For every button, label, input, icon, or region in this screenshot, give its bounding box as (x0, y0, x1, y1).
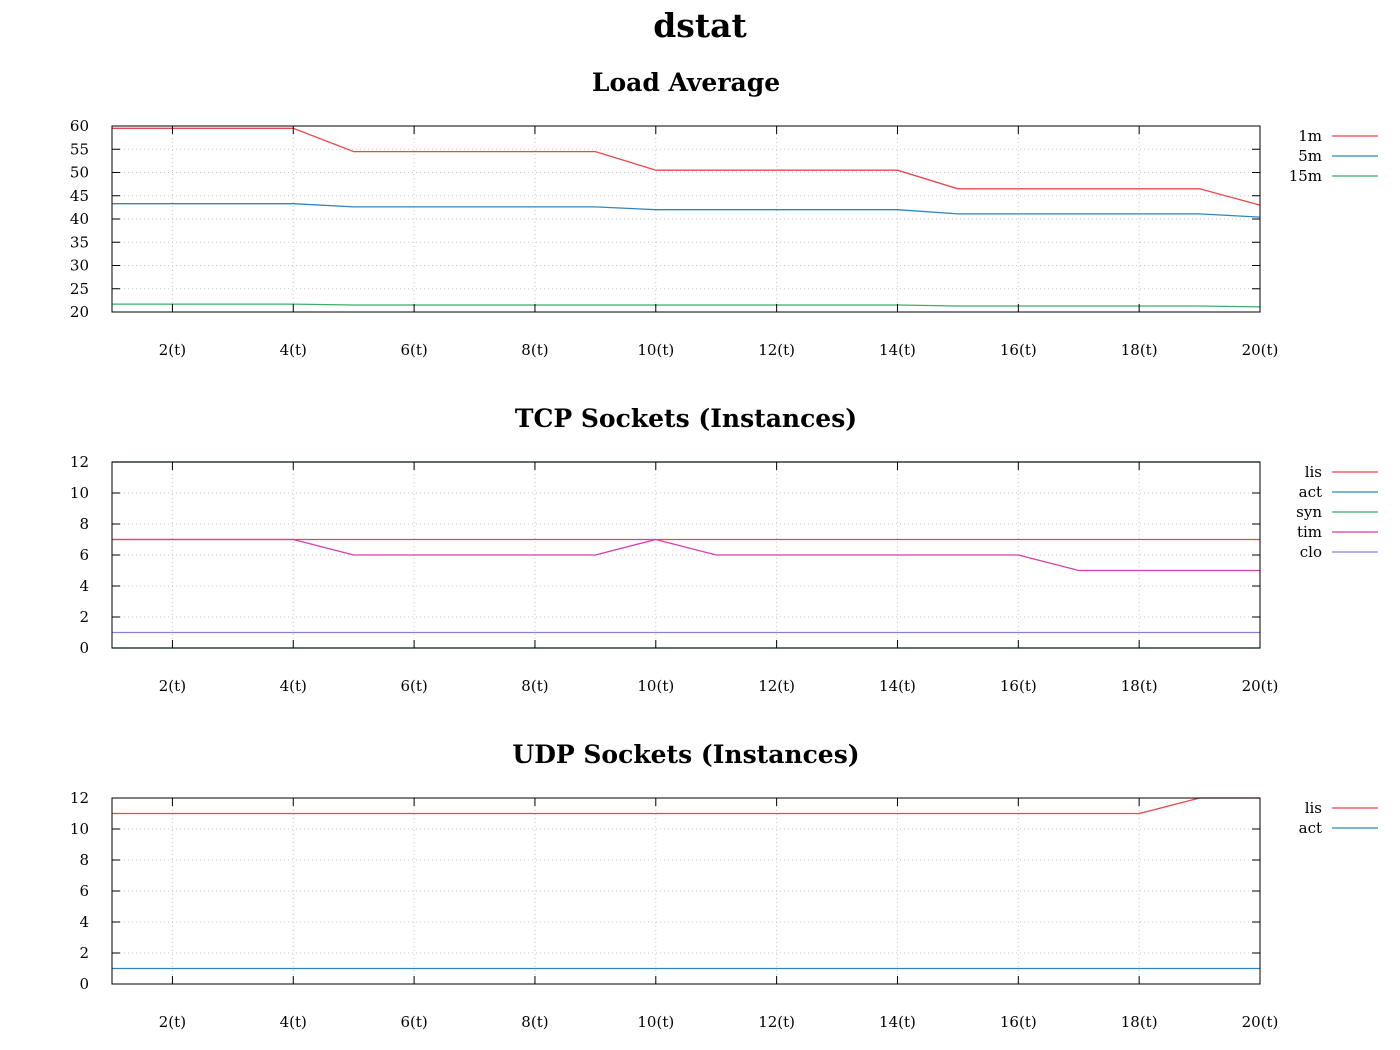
y-tick-label: 2 (79, 944, 89, 962)
legend-label-5m: 5m (1298, 147, 1322, 165)
y-tick-label: 8 (79, 851, 89, 869)
y-tick-label: 55 (70, 140, 89, 158)
y-tick-label: 10 (70, 820, 89, 838)
legend-label-tim: tim (1297, 523, 1322, 541)
series-line-tim (112, 538, 1260, 572)
x-tick-label: 2(t) (159, 677, 186, 695)
y-tick-label: 12 (70, 453, 89, 471)
y-tick-label: 25 (70, 280, 89, 298)
legend-label-act: act (1299, 819, 1322, 837)
x-tick-label: 20(t) (1242, 677, 1279, 695)
legend-label-lis: lis (1305, 463, 1322, 481)
y-tick-label: 12 (70, 789, 89, 807)
y-tick-label: 6 (79, 882, 89, 900)
legend-label-syn: syn (1296, 503, 1322, 521)
x-tick-label: 2(t) (159, 341, 186, 359)
x-tick-label: 10(t) (637, 677, 674, 695)
x-tick-label: 6(t) (400, 677, 427, 695)
x-tick-label: 4(t) (280, 341, 307, 359)
y-tick-label: 2 (79, 608, 89, 626)
x-tick-label: 18(t) (1121, 677, 1158, 695)
legend-label-1m: 1m (1298, 127, 1322, 145)
y-tick-label: 4 (79, 913, 89, 931)
y-tick-label: 20 (70, 303, 89, 321)
series-line-5m (112, 203, 1261, 218)
y-tick-label: 10 (70, 484, 89, 502)
x-tick-label: 10(t) (637, 1013, 674, 1031)
x-tick-label: 16(t) (1000, 341, 1037, 359)
x-tick-label: 18(t) (1121, 1013, 1158, 1031)
y-tick-label: 60 (70, 117, 89, 135)
legend-label-clo: clo (1300, 543, 1322, 561)
x-tick-label: 18(t) (1121, 341, 1158, 359)
chart-panel-3: UDP Sockets (Instances) 0 2 4 6 8 10 12 2(t) 4(t)… (70, 740, 1378, 1031)
chart-panel-2: TCP Sockets (Instances) 0 2 4 6 8 10 12 2(t) 4(t)… (70, 404, 1378, 695)
x-tick-label: 12(t) (758, 1013, 795, 1031)
series-line-lis (112, 797, 1260, 815)
x-tick-label: 2(t) (159, 1013, 186, 1031)
x-tick-label: 14(t) (879, 1013, 916, 1031)
y-tick-label: 45 (70, 187, 89, 205)
series-line-15m (112, 303, 1261, 308)
x-tick-label: 16(t) (1000, 677, 1037, 695)
x-tick-label: 20(t) (1242, 341, 1279, 359)
x-tick-label: 8(t) (521, 677, 548, 695)
y-tick-label: 6 (79, 546, 89, 564)
chart-title: UDP Sockets (Instances) (512, 740, 859, 769)
x-tick-label: 16(t) (1000, 1013, 1037, 1031)
legend-label-act: act (1299, 483, 1322, 501)
x-tick-label: 20(t) (1242, 1013, 1279, 1031)
x-tick-label: 6(t) (400, 1013, 427, 1031)
x-tick-label: 4(t) (280, 677, 307, 695)
y-tick-label: 30 (70, 257, 89, 275)
y-tick-label: 40 (70, 210, 89, 228)
series-line-1m (112, 127, 1261, 206)
y-tick-label: 4 (79, 577, 89, 595)
y-tick-label: 35 (70, 233, 89, 251)
y-tick-label: 8 (79, 515, 89, 533)
legend-label-lis: lis (1305, 799, 1322, 817)
x-tick-label: 14(t) (879, 677, 916, 695)
x-tick-label: 4(t) (280, 1013, 307, 1031)
y-tick-label: 0 (79, 639, 89, 657)
y-tick-label: 50 (70, 164, 89, 182)
x-tick-label: 10(t) (637, 341, 674, 359)
legend-label-15m: 15m (1289, 167, 1322, 185)
y-tick-label: 0 (79, 975, 89, 993)
page-title: dstat (653, 6, 747, 45)
x-tick-label: 12(t) (758, 677, 795, 695)
chart-panel-1: Load Average 20 25 30 35 40 45 50 55 60 2(t) 4(t) 6(… (70, 68, 1378, 359)
x-tick-label: 6(t) (400, 341, 427, 359)
chart-title: TCP Sockets (Instances) (515, 404, 857, 433)
x-tick-label: 8(t) (521, 1013, 548, 1031)
chart-title: Load Average (592, 68, 780, 97)
x-tick-label: 8(t) (521, 341, 548, 359)
x-tick-label: 14(t) (879, 341, 916, 359)
x-tick-label: 12(t) (758, 341, 795, 359)
